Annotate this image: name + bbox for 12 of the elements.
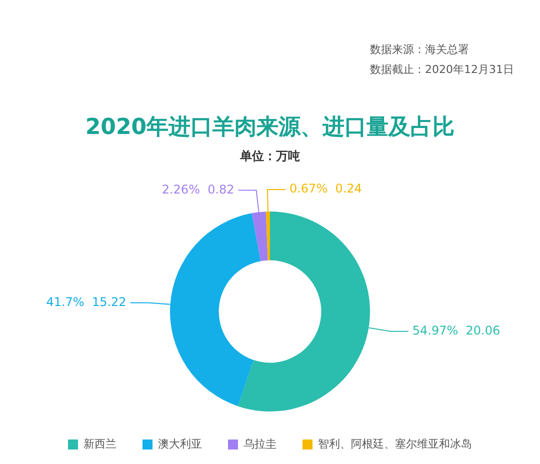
data-label: 0.67% 0.24 xyxy=(289,182,362,196)
data-label: 54.97% 20.06 xyxy=(412,323,500,338)
legend-label: 乌拉圭 xyxy=(244,437,276,450)
data-label: 2.26% 0.82 xyxy=(162,182,234,196)
legend-label: 智利、阿根廷、塞尔维亚和冰岛 xyxy=(318,437,472,450)
data-label: 41.7% 15.22 xyxy=(46,294,126,309)
legend-label: 澳大利亚 xyxy=(158,437,202,450)
legend-label: 新西兰 xyxy=(84,437,116,450)
text: 数据截止：2020年12月31日 xyxy=(370,62,514,78)
chart-title: 2020年进口羊肉来源、进口量及占比 xyxy=(84,114,456,142)
source-note: 数据来源：海关总署 xyxy=(370,42,470,58)
chart-subtitle: 单位：万吨 xyxy=(239,148,301,165)
